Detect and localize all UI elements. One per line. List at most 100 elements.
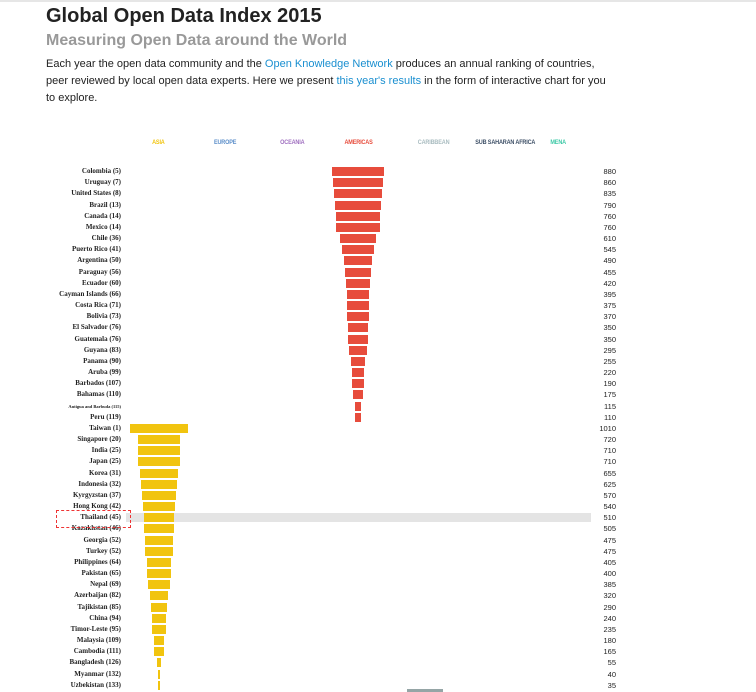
bar-americas[interactable] — [333, 189, 383, 199]
bar-americas[interactable] — [352, 379, 364, 389]
bar-asia[interactable] — [143, 502, 175, 512]
bar-americas[interactable] — [354, 412, 362, 422]
bar-asia[interactable] — [138, 457, 180, 467]
bar-americas[interactable] — [345, 278, 371, 288]
legend-mena[interactable]: MENA — [550, 139, 566, 146]
bar-asia[interactable] — [150, 602, 168, 612]
results-link[interactable]: this year's results — [336, 75, 422, 87]
bar-asia[interactable] — [149, 591, 169, 601]
bar-asia[interactable] — [152, 613, 166, 623]
bar-asia[interactable] — [140, 468, 178, 478]
country-label[interactable]: Myanmar (132) — [74, 669, 121, 678]
country-label[interactable]: Chile (36) — [91, 234, 121, 243]
country-label[interactable]: Singapore (20) — [77, 435, 121, 444]
bar-americas[interactable] — [347, 334, 369, 344]
bar-asia[interactable] — [140, 479, 178, 489]
country-label[interactable]: Cambodia (111) — [73, 647, 121, 656]
bar-asia[interactable] — [147, 557, 171, 567]
bar-americas[interactable] — [347, 323, 369, 333]
country-label[interactable]: Georgia (52) — [83, 535, 121, 544]
country-label[interactable]: Uruguay (7) — [84, 178, 121, 187]
country-label[interactable]: Azerbaijan (82) — [74, 591, 121, 600]
bar-asia[interactable] — [145, 546, 173, 556]
bar-americas[interactable] — [344, 267, 372, 277]
bar-americas[interactable] — [342, 245, 374, 255]
country-label[interactable]: Cayman Islands (66) — [59, 289, 121, 298]
bar-americas[interactable] — [347, 312, 369, 322]
country-label[interactable]: Paraguay (56) — [78, 267, 121, 276]
legend-asia[interactable]: ASIA — [151, 139, 165, 146]
country-label[interactable]: Bolivia (73) — [86, 312, 121, 321]
country-label[interactable]: Bangladesh (126) — [69, 658, 121, 667]
bar-americas[interactable] — [333, 178, 383, 188]
scrollbar-thumb[interactable] — [407, 689, 443, 692]
country-label[interactable]: Costa Rica (71) — [75, 301, 121, 310]
country-label[interactable]: Kazakhstan (46) — [71, 524, 121, 533]
country-label[interactable]: Canada (14) — [84, 211, 121, 220]
country-label[interactable]: Guyana (83) — [83, 345, 121, 354]
country-label[interactable]: Guatemala (76) — [74, 334, 121, 343]
country-label[interactable]: China (94) — [89, 613, 121, 622]
bar-asia[interactable] — [145, 535, 173, 545]
country-label[interactable]: Philippines (64) — [74, 557, 121, 566]
bar-asia[interactable] — [142, 490, 176, 500]
country-label[interactable]: Taiwan (1) — [89, 423, 121, 432]
country-label[interactable]: Panama (90) — [83, 356, 121, 365]
country-label[interactable]: Bahamas (110) — [76, 390, 121, 399]
country-label[interactable]: Turkey (52) — [86, 546, 121, 555]
country-label[interactable]: Barbados (107) — [75, 379, 121, 388]
bar-asia[interactable] — [157, 669, 161, 679]
country-label[interactable]: Thailand (45) — [80, 513, 121, 522]
legend-oceania[interactable]: OCEANIA — [279, 139, 304, 146]
country-label[interactable]: United States (8) — [71, 189, 121, 198]
bar-americas[interactable] — [350, 356, 366, 366]
country-label[interactable]: Aruba (99) — [88, 368, 121, 377]
legend-europe[interactable]: EUROPE — [213, 139, 237, 146]
bar-asia[interactable] — [129, 423, 189, 433]
country-label[interactable]: Tajikistan (85) — [77, 602, 121, 611]
bar-americas[interactable] — [354, 401, 362, 411]
country-label[interactable]: Mexico (14) — [85, 222, 121, 231]
legend-sub-saharan-africa[interactable]: SUB SAHARAN AFRICA — [474, 139, 535, 146]
country-label[interactable]: Hong Kong (42) — [73, 502, 121, 511]
country-label[interactable]: Nepal (69) — [90, 580, 121, 589]
country-label[interactable]: Uzbekistan (133) — [70, 680, 121, 689]
country-label[interactable]: Kyrgyzstan (37) — [72, 490, 121, 499]
country-label[interactable]: Malaysia (109) — [76, 636, 121, 645]
bar-asia[interactable] — [138, 435, 180, 445]
bar-americas[interactable] — [343, 256, 373, 266]
bar-americas[interactable] — [340, 234, 376, 244]
bar-asia[interactable] — [138, 446, 180, 456]
bar-asia[interactable] — [157, 658, 161, 668]
legend-caribbean[interactable]: CARIBBEAN — [417, 139, 449, 146]
bar-asia[interactable] — [144, 524, 174, 534]
bar-asia[interactable] — [147, 569, 171, 579]
bar-americas[interactable] — [351, 368, 365, 378]
bar-asia[interactable] — [154, 647, 164, 657]
bar-asia[interactable] — [147, 580, 171, 590]
country-label[interactable]: Colombia (5) — [81, 167, 121, 175]
country-label[interactable]: Peru (119) — [90, 412, 121, 421]
bar-asia[interactable] — [153, 636, 165, 646]
bar-americas[interactable] — [335, 222, 381, 232]
country-label[interactable]: Ecuador (60) — [82, 278, 121, 287]
legend-americas[interactable]: AMERICAS — [343, 139, 373, 146]
bar-asia[interactable] — [144, 513, 174, 523]
bar-americas[interactable] — [349, 345, 367, 355]
country-label[interactable]: India (25) — [91, 446, 121, 455]
bar-americas[interactable] — [352, 390, 364, 400]
bar-americas[interactable] — [347, 301, 369, 311]
country-label[interactable]: Korea (31) — [89, 468, 121, 477]
country-label[interactable]: Argentina (50) — [77, 256, 121, 265]
country-label[interactable]: Brazil (13) — [89, 200, 121, 209]
country-label[interactable]: Pakistan (65) — [81, 569, 121, 578]
country-label[interactable]: Japan (25) — [89, 457, 121, 466]
country-label[interactable]: Puerto Rico (41) — [72, 245, 121, 254]
bar-americas[interactable] — [335, 211, 381, 221]
country-label[interactable]: Indonesia (32) — [78, 479, 121, 488]
bar-americas[interactable] — [332, 167, 384, 176]
bar-asia[interactable] — [152, 624, 166, 634]
bar-americas[interactable] — [346, 289, 370, 299]
bar-americas[interactable] — [335, 200, 381, 210]
country-label[interactable]: Timor-Leste (95) — [70, 624, 121, 633]
